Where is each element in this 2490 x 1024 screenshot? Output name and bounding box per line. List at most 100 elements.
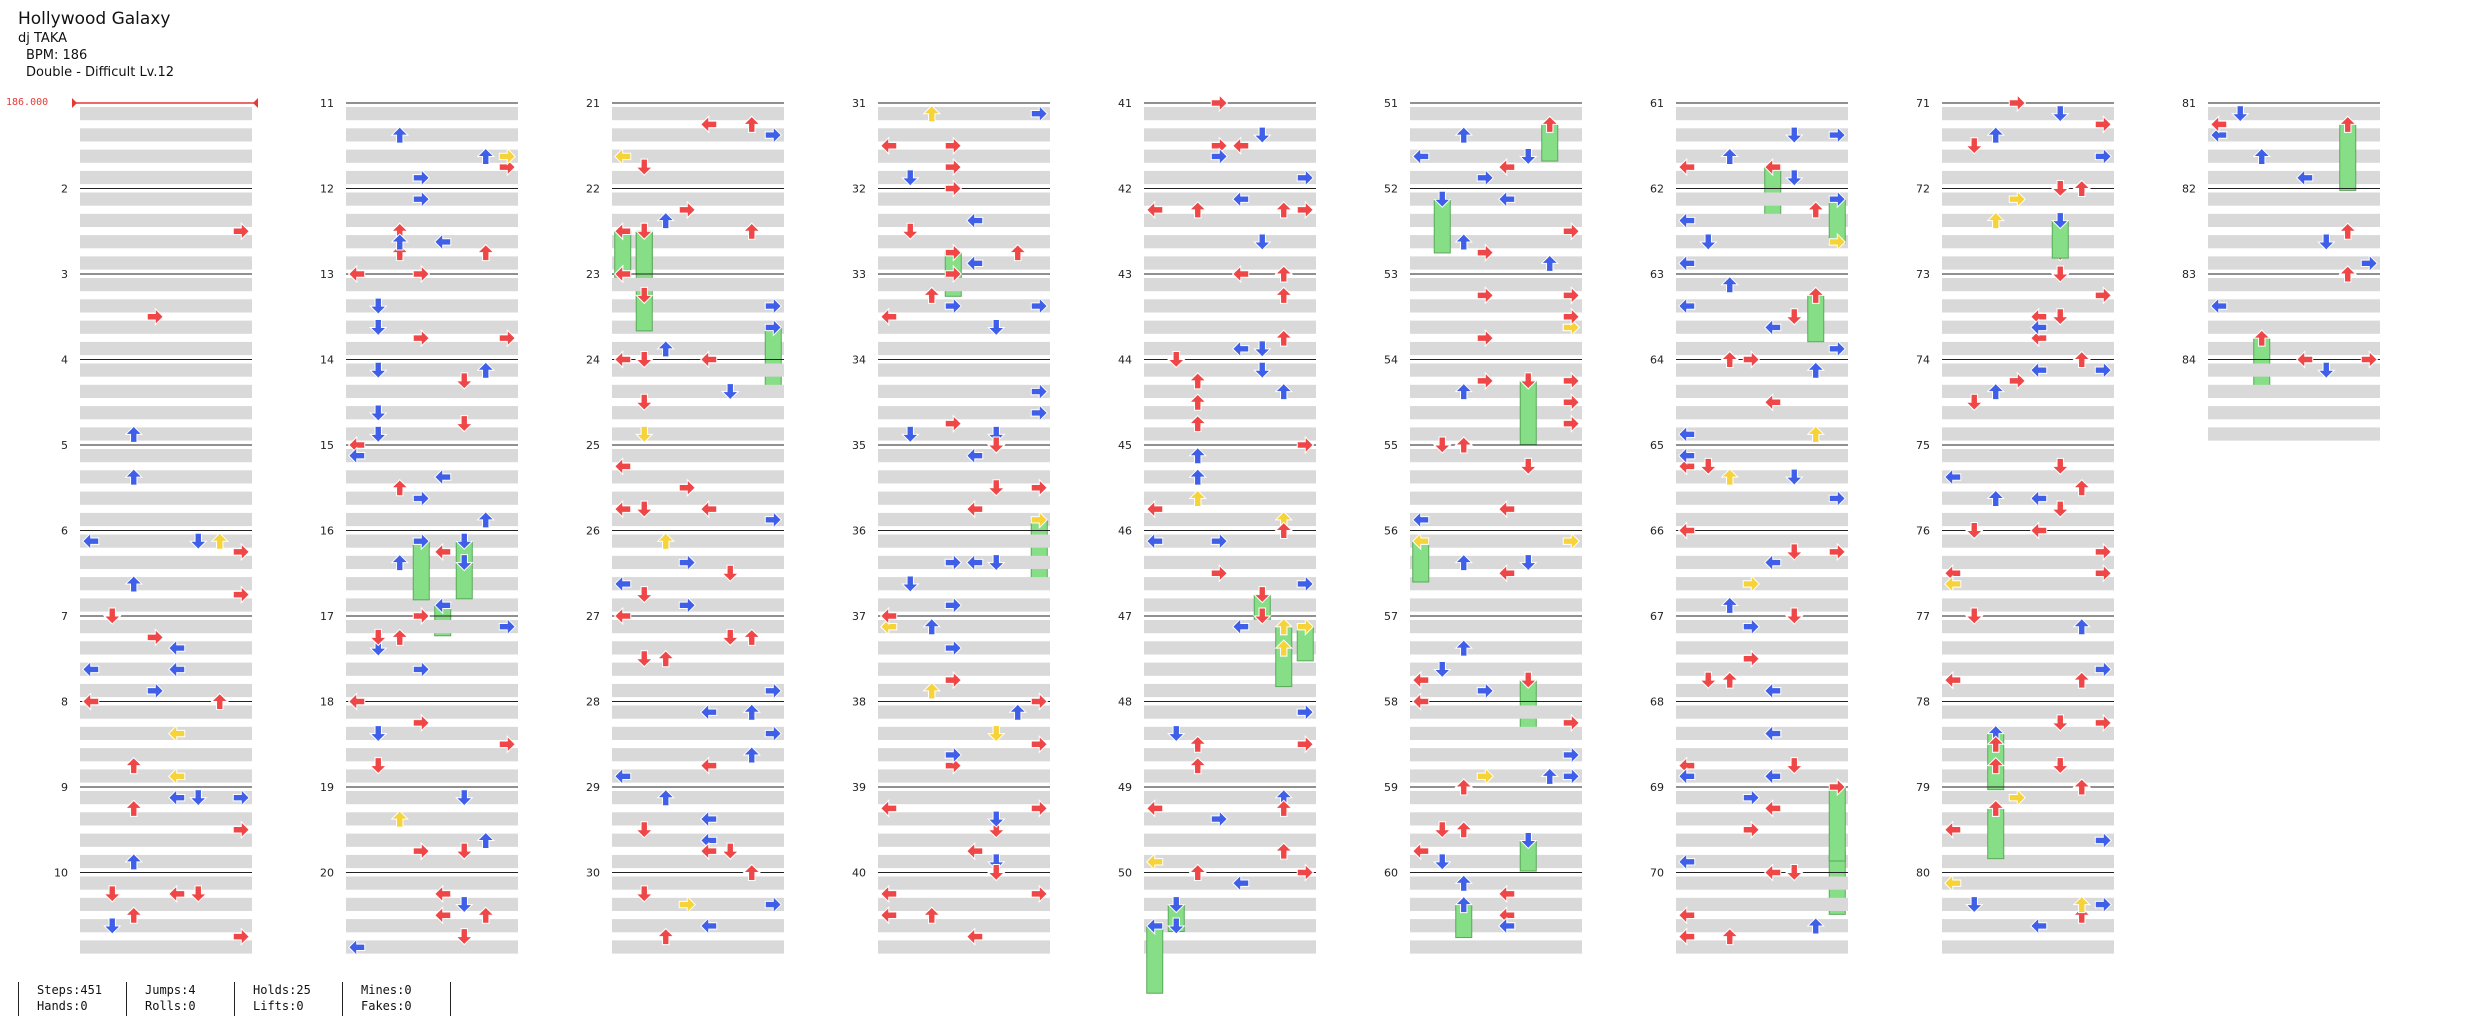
beat-band <box>1144 341 1316 356</box>
measure-number: 21 <box>586 97 600 110</box>
arrow-note <box>1785 607 1804 625</box>
beat-band <box>1676 341 1848 356</box>
arrow-note <box>1540 115 1559 133</box>
beat-band <box>878 512 1050 527</box>
beat-band <box>1676 833 1848 847</box>
beat-band <box>1676 299 1848 313</box>
arrow-note <box>412 264 430 284</box>
arrow-note <box>168 724 186 743</box>
arrow-note <box>2051 265 2070 283</box>
arrow-note <box>1764 393 1782 412</box>
beat-band <box>1144 192 1316 206</box>
beat-band <box>346 748 518 762</box>
beat-band <box>1942 833 2114 847</box>
beat-band <box>1144 919 1316 933</box>
arrow-note <box>987 554 1006 572</box>
arrow-note <box>944 414 962 433</box>
measure-number: 69 <box>1650 781 1664 794</box>
beat-band <box>2208 278 2380 292</box>
arrow-note <box>1167 351 1186 369</box>
arrow-note <box>1454 778 1473 796</box>
arrow-note <box>742 746 761 764</box>
arrow-note <box>1433 853 1452 871</box>
beat-band <box>2208 128 2380 142</box>
beat-band <box>1144 726 1316 741</box>
arrow-note <box>412 660 430 679</box>
arrow-note <box>1030 510 1048 530</box>
measure-number: 9 <box>61 781 68 794</box>
arrow-note <box>1274 799 1293 817</box>
beat-band <box>1942 919 2114 933</box>
arrow-note <box>987 725 1006 743</box>
beat-band <box>1676 470 1848 484</box>
measure-number: 79 <box>1916 781 1930 794</box>
arrow-note <box>2072 778 2091 796</box>
beat-band <box>346 341 518 356</box>
beat-band <box>80 256 252 270</box>
beat-band <box>1942 577 2114 591</box>
arrow-note <box>1720 350 1739 368</box>
arrow-note <box>764 318 782 337</box>
arrow-note <box>966 553 984 572</box>
beat-band <box>878 940 1050 954</box>
arrow-note <box>210 532 229 550</box>
beat-band <box>1410 854 1582 869</box>
beat-band <box>878 170 1050 185</box>
arrow-note <box>1146 499 1164 519</box>
arrow-note <box>700 499 718 519</box>
arrow-note <box>1699 671 1718 689</box>
arrow-note <box>2296 350 2314 369</box>
beat-band <box>1144 555 1316 570</box>
arrow-note <box>1167 725 1186 743</box>
arrow-note <box>614 574 632 594</box>
arrow-note <box>1519 554 1538 572</box>
beat-band <box>1144 769 1316 783</box>
measure-number: 61 <box>1650 97 1664 110</box>
arrow-note <box>1412 147 1430 166</box>
beat-band <box>878 662 1050 676</box>
arrow-note <box>1944 670 1962 690</box>
beat-band <box>878 278 1050 292</box>
arrow-note <box>1562 286 1580 305</box>
arrow-note <box>2051 105 2070 123</box>
stat-group-1: Steps:451 Hands:0 <box>18 982 102 1016</box>
beat-band <box>878 919 1050 933</box>
beat-band <box>346 107 518 121</box>
beat-band <box>80 534 252 548</box>
arrow-note <box>1678 767 1696 786</box>
arrow-note <box>2072 350 2091 368</box>
beat-band <box>1676 278 1848 292</box>
arrow-note <box>1678 521 1696 540</box>
arrow-note <box>82 692 100 711</box>
arrow-note <box>1454 382 1473 401</box>
arrow-note <box>700 350 718 369</box>
beat-band <box>80 107 252 121</box>
measure-number: 28 <box>586 696 600 709</box>
stat-group-4: Mines:0 Fakes:0 <box>342 982 412 1016</box>
beat-band <box>1144 235 1316 249</box>
arrow-note <box>232 542 250 562</box>
beat-band <box>1942 320 2114 334</box>
arrow-note <box>124 853 143 871</box>
arrow-note <box>1678 927 1696 946</box>
beat-band <box>1676 107 1848 121</box>
beat-band <box>1144 107 1316 121</box>
arrow-note <box>1828 339 1846 359</box>
arrow-note <box>678 553 696 572</box>
arrow-note <box>678 596 696 615</box>
measure-number: 64 <box>1650 354 1664 367</box>
measure-number: 39 <box>852 781 866 794</box>
beat-band <box>1942 128 2114 142</box>
arrow-note <box>2338 222 2357 240</box>
arrow-note <box>1785 757 1804 775</box>
beat-band <box>2208 406 2380 420</box>
beat-band <box>80 278 252 292</box>
measure-number: 20 <box>320 867 334 880</box>
arrow-note <box>412 328 430 348</box>
beat-band <box>346 512 518 527</box>
arrow-note <box>1986 126 2005 144</box>
beat-band <box>1942 641 2114 655</box>
beat-band <box>2208 235 2380 249</box>
beat-band <box>346 278 518 292</box>
measure-number: 77 <box>1916 610 1930 623</box>
